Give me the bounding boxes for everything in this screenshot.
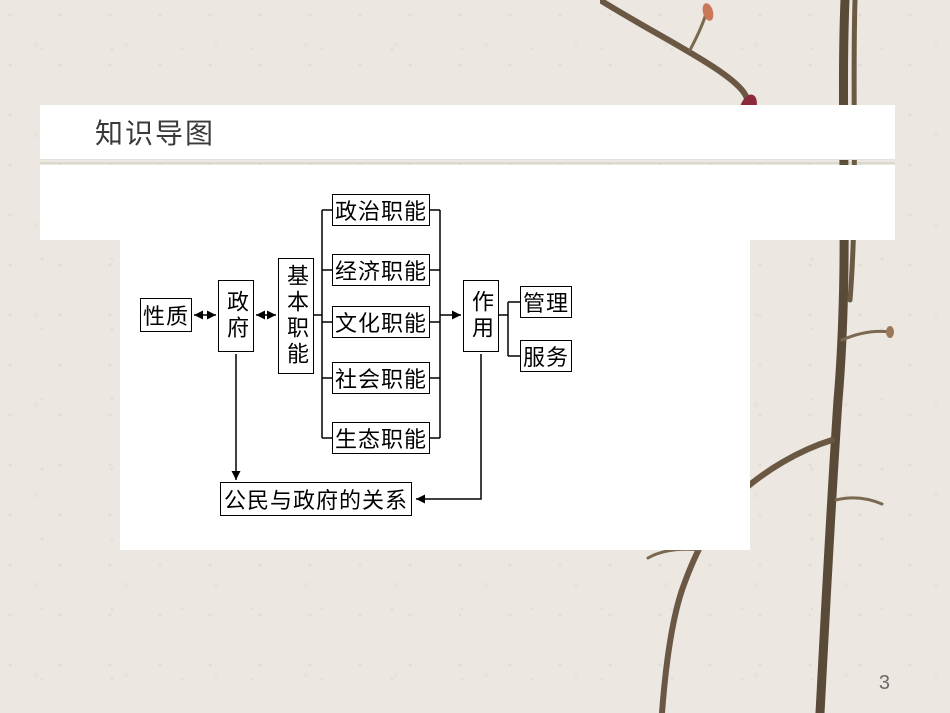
node-shehui: 社会职能 xyxy=(332,362,430,394)
node-jibenzn: 基本职能 xyxy=(278,258,314,374)
node-guanli: 管理 xyxy=(520,286,572,318)
node-gongmin: 公民与政府的关系 xyxy=(220,482,412,516)
page-title: 知识导图 xyxy=(95,112,215,152)
page-number: 3 xyxy=(879,672,890,695)
diagram: 性质 政府 基本职能 政治职能 经济职能 文化职能 社会职能 生态职能 作用 管… xyxy=(120,180,750,550)
node-zhengzhi: 政治职能 xyxy=(332,194,430,226)
node-shengtai: 生态职能 xyxy=(332,422,430,454)
diagram-connectors xyxy=(120,180,750,550)
node-zhengfu: 政府 xyxy=(218,280,254,352)
title-bar: 知识导图 xyxy=(40,105,895,160)
node-wenhua: 文化职能 xyxy=(332,306,430,338)
node-fuwu: 服务 xyxy=(520,340,572,372)
node-jingji: 经济职能 xyxy=(332,254,430,286)
node-xingzhi: 性质 xyxy=(140,298,192,332)
node-zuoyong: 作用 xyxy=(463,280,499,352)
